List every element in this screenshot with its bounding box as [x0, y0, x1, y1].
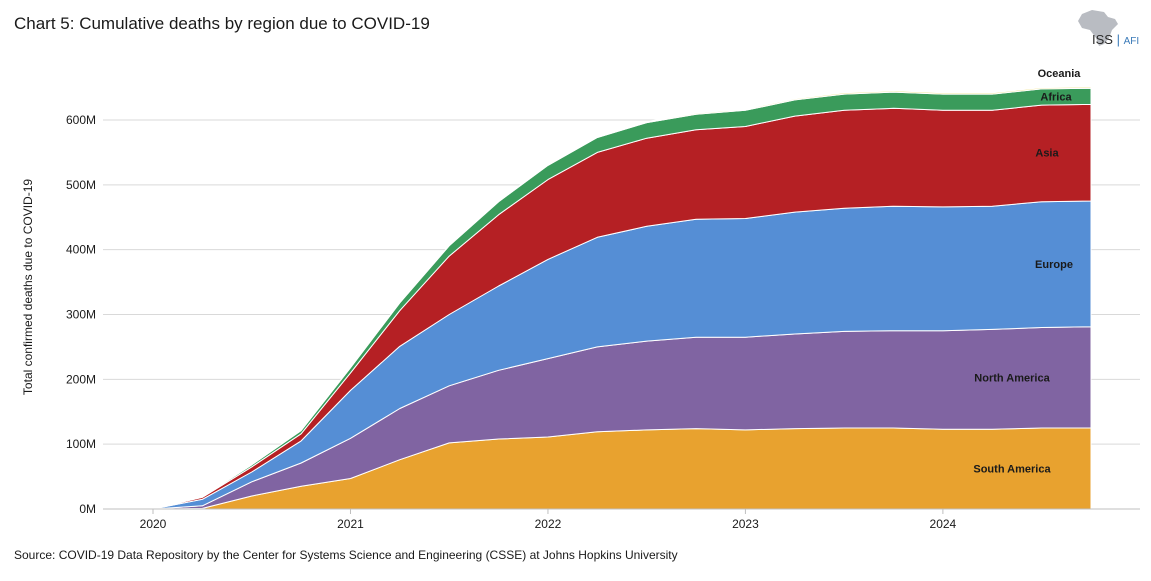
logo-sub-text: AFI: [1123, 36, 1140, 47]
x-tick-label: 2023: [732, 517, 759, 531]
x-tick-label: 2021: [337, 517, 364, 531]
x-tick-label: 2024: [930, 517, 957, 531]
logo-divider: |: [1112, 32, 1124, 47]
chart-title: Chart 5: Cumulative deaths by region due…: [14, 14, 430, 33]
x-tick-label: 2020: [140, 517, 167, 531]
y-tick-label: 0M: [79, 502, 96, 516]
series-label-south-america: South America: [973, 463, 1051, 475]
y-tick-label: 200M: [66, 372, 96, 386]
logo-main-text: ISS: [1092, 32, 1113, 47]
series-labels: South America North America Europe Asia Afri…: [973, 68, 1081, 476]
source-note: Source: COVID-19 Data Repository by the …: [14, 548, 678, 562]
x-tick-label: 2022: [535, 517, 562, 531]
series-label-asia: Asia: [1035, 148, 1059, 160]
series-label-europe: Europe: [1035, 259, 1073, 271]
y-axis-label: Total confirmed deaths due to COVID-19: [21, 179, 35, 395]
y-tick-label: 500M: [66, 178, 96, 192]
series-label-oceania: Oceania: [1038, 68, 1082, 80]
x-axis: 2020 2021 2022 2023 2024: [103, 508, 1140, 531]
y-axis: 0M 100M 200M 300M 400M 500M 600M: [66, 113, 96, 516]
africa-map-icon: [1078, 10, 1118, 46]
series-label-africa: Africa: [1040, 91, 1072, 103]
y-tick-label: 400M: [66, 243, 96, 257]
iss-logo: ISS | AFI: [1092, 32, 1139, 47]
y-tick-label: 300M: [66, 308, 96, 322]
series-label-north-america: North America: [974, 372, 1050, 384]
area-series: [152, 86, 1092, 510]
y-tick-label: 100M: [66, 437, 96, 451]
area-oceania: [152, 86, 1092, 510]
y-tick-label: 600M: [66, 113, 96, 127]
